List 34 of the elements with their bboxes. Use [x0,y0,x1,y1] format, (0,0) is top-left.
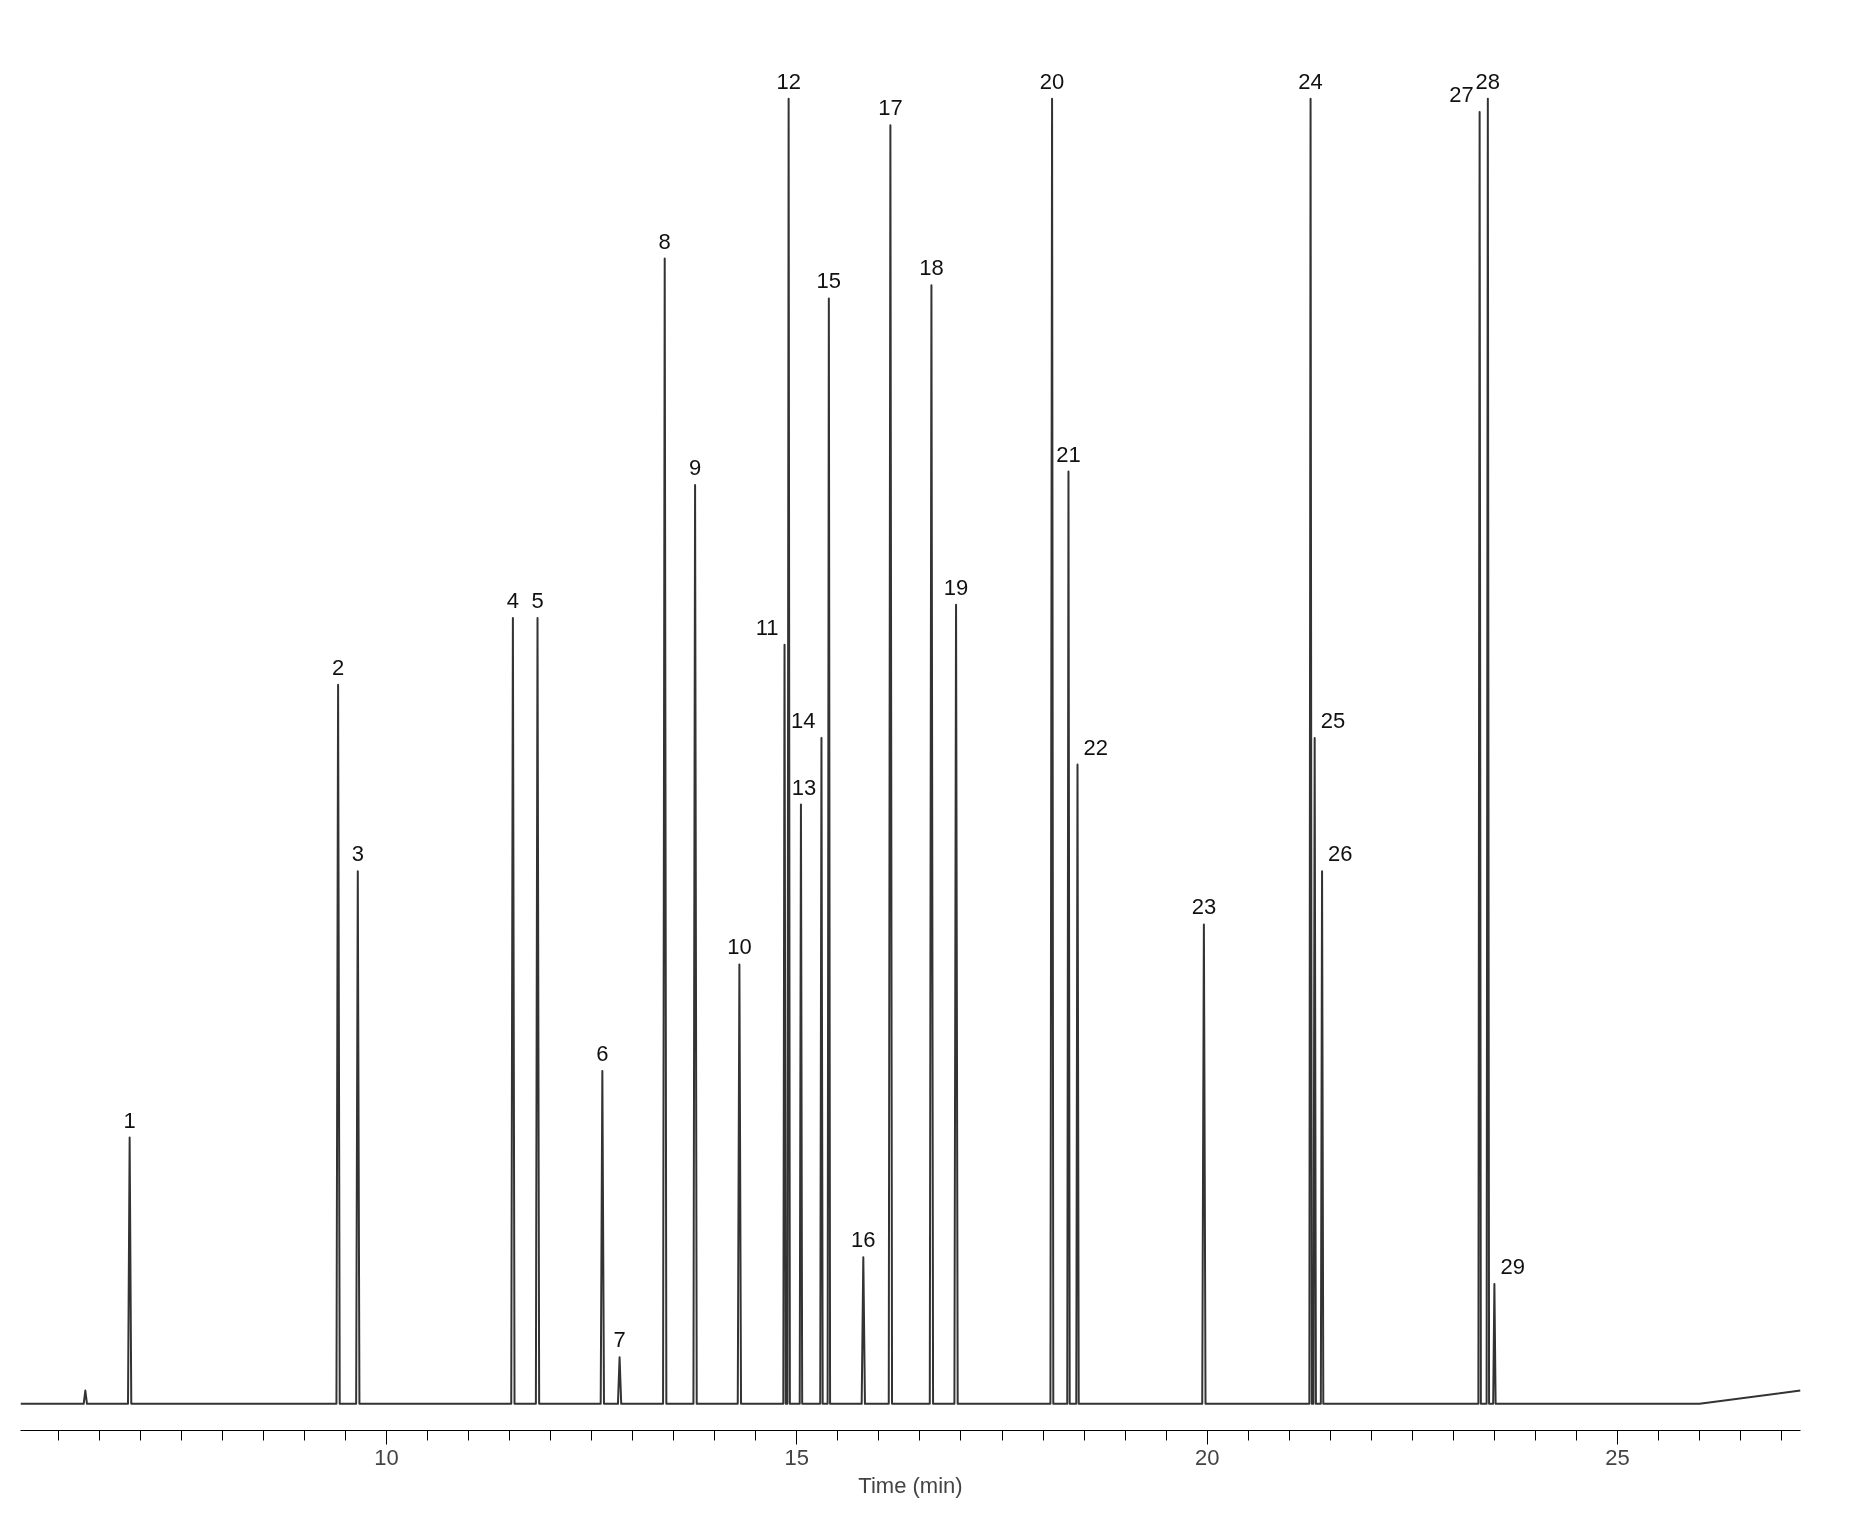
annotation: 17 [878,95,903,121]
annotation: 24 [1298,68,1323,94]
annotation: 3 [351,841,364,867]
annotation: 23 [1191,894,1217,920]
annotation: 8 [658,228,671,254]
annotation: 11 [755,614,779,640]
annotation: 13 [791,774,817,800]
annotation: 4 [506,588,520,614]
annotation: 19 [943,574,969,600]
annotation: 22 [1083,734,1108,760]
annotation: 28 [1475,68,1501,94]
annotation: 14 [790,707,816,733]
annotation: 26 [1328,841,1353,867]
annotation: 7 [613,1327,626,1353]
annotation: 25 [1320,707,1346,733]
annotation: 6 [596,1040,609,1066]
annotation: 5 [531,588,544,614]
annotation: 16 [851,1227,876,1253]
annotation: 15 [816,268,842,294]
annotation: 20 [1039,68,1065,94]
annotation: 27 [1449,82,1474,108]
annotation: 29 [1500,1254,1525,1279]
annotation: 2 [331,654,345,680]
annotation: 9 [688,454,702,480]
annotation: 1 [123,1107,136,1133]
x-tick-label: 20 [1194,1444,1220,1470]
annotation: 18 [919,255,944,281]
x-tick-label: 15 [784,1444,810,1470]
x-axis-title: Time (min) [858,1472,963,1498]
annotation: 12 [776,68,801,94]
annotation: 10 [727,934,752,960]
x-tick-label: 10 [374,1444,399,1470]
x-tick-label: 25 [1605,1444,1630,1470]
annotation: 21 [1056,441,1081,467]
